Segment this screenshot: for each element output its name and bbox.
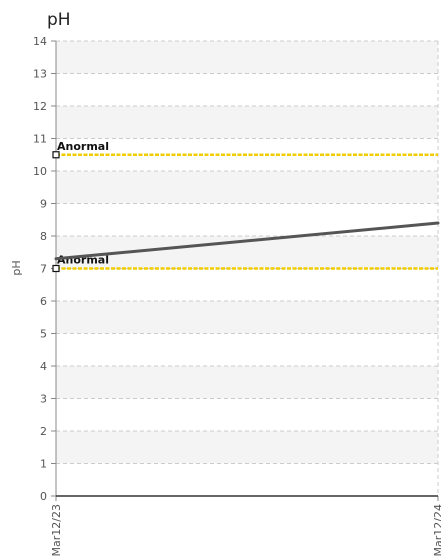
plot-band	[56, 41, 438, 74]
series-line	[54, 221, 440, 261]
x-tick-label: Mar12/24	[432, 504, 441, 556]
y-tick-label: 5	[40, 328, 47, 341]
plot-band	[56, 171, 438, 204]
y-tick-label: 10	[33, 165, 47, 178]
y-tick-label: 13	[33, 68, 47, 81]
y-tick-label: 4	[40, 360, 47, 373]
y-tick-label: 2	[40, 425, 47, 438]
data-series	[54, 221, 440, 261]
x-tick-labels: Mar12/23 Mar12/24	[50, 504, 441, 556]
reference-marker	[52, 151, 60, 159]
x-tick-label: Mar12/23	[50, 504, 63, 556]
y-tick-label: 6	[40, 295, 47, 308]
plot-band	[56, 431, 438, 464]
reference-marker	[52, 264, 60, 273]
reference-label: Anormal	[57, 140, 109, 153]
plot-band	[56, 366, 438, 399]
y-tick-label: 8	[40, 230, 47, 243]
grid-lines	[55, 40, 439, 496]
y-tick-label: 9	[40, 198, 47, 211]
plot-band	[56, 106, 438, 139]
y-tick-label: 0	[40, 490, 47, 503]
plot-band	[56, 301, 438, 334]
y-tick-label: 1	[40, 458, 47, 471]
y-tick-label: 14	[33, 35, 47, 48]
y-axis-label: pH	[10, 260, 23, 275]
chart-title: pH	[47, 10, 71, 30]
y-tick-label: 11	[33, 133, 47, 146]
y-tick-label: 3	[40, 393, 47, 406]
y-tick-label: 7	[40, 263, 47, 276]
y-tick-label: 12	[33, 100, 47, 113]
